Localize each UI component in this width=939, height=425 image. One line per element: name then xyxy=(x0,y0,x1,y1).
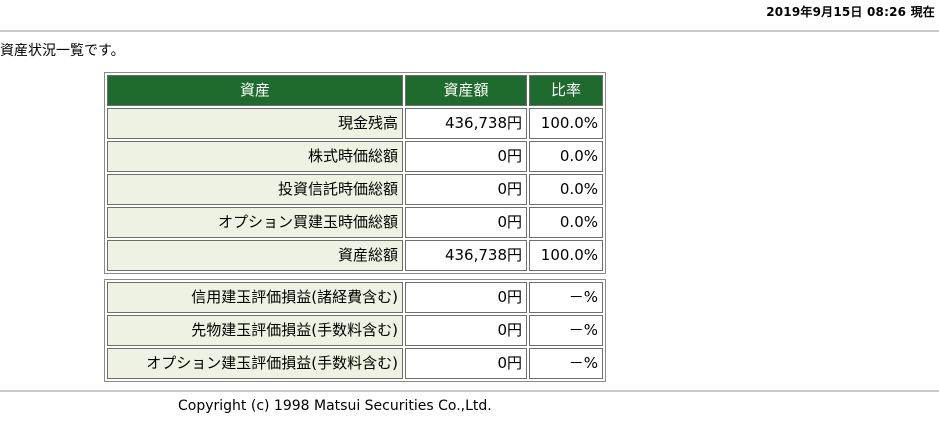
column-header-amount: 資産額 xyxy=(405,75,527,106)
row-label: 信用建玉評価損益(諸経費含む) xyxy=(107,282,403,313)
intro-text: 資産状況一覧です。 xyxy=(0,43,125,59)
as-of-timestamp: 2019年9月15日 08:26 現在 xyxy=(766,5,935,19)
asset-summary-table: 資産 資産額 比率 現金残高 436,738円 100.0% 株式時価総額 0円… xyxy=(104,72,606,274)
table-row-total: 資産総額 436,738円 100.0% xyxy=(107,240,603,271)
top-divider xyxy=(0,30,939,32)
row-label: 資産総額 xyxy=(107,240,403,271)
row-label: オプション買建玉時価総額 xyxy=(107,207,403,238)
row-amount: 0円 xyxy=(405,282,527,313)
table-row: オプション買建玉時価総額 0円 0.0% xyxy=(107,207,603,238)
row-ratio: －% xyxy=(529,315,603,346)
table-header-row: 資産 資産額 比率 xyxy=(107,75,603,106)
table-row: 投資信託時価総額 0円 0.0% xyxy=(107,174,603,205)
row-amount: 0円 xyxy=(405,315,527,346)
row-amount: 436,738円 xyxy=(405,240,527,271)
row-label: 投資信託時価総額 xyxy=(107,174,403,205)
row-amount: 0円 xyxy=(405,207,527,238)
row-ratio: －% xyxy=(529,348,603,379)
table-row: 先物建玉評価損益(手数料含む) 0円 －% xyxy=(107,315,603,346)
row-amount: 0円 xyxy=(405,174,527,205)
row-ratio: 0.0% xyxy=(529,141,603,172)
column-header-ratio: 比率 xyxy=(529,75,603,106)
table-row: 信用建玉評価損益(諸経費含む) 0円 －% xyxy=(107,282,603,313)
valuation-pl-table: 信用建玉評価損益(諸経費含む) 0円 －% 先物建玉評価損益(手数料含む) 0円… xyxy=(104,279,606,382)
table-row: 株式時価総額 0円 0.0% xyxy=(107,141,603,172)
row-ratio: 100.0% xyxy=(529,108,603,139)
table-row: オプション建玉評価損益(手数料含む) 0円 －% xyxy=(107,348,603,379)
row-amount: 0円 xyxy=(405,348,527,379)
row-label: 先物建玉評価損益(手数料含む) xyxy=(107,315,403,346)
row-ratio: －% xyxy=(529,282,603,313)
row-label: 株式時価総額 xyxy=(107,141,403,172)
bottom-divider xyxy=(0,390,939,392)
row-amount: 436,738円 xyxy=(405,108,527,139)
row-label: 現金残高 xyxy=(107,108,403,139)
row-ratio: 0.0% xyxy=(529,174,603,205)
row-ratio: 0.0% xyxy=(529,207,603,238)
row-label: オプション建玉評価損益(手数料含む) xyxy=(107,348,403,379)
column-header-asset: 資産 xyxy=(107,75,403,106)
copyright-notice: Copyright (c) 1998 Matsui Securities Co.… xyxy=(178,398,492,414)
table-row: 現金残高 436,738円 100.0% xyxy=(107,108,603,139)
row-ratio: 100.0% xyxy=(529,240,603,271)
row-amount: 0円 xyxy=(405,141,527,172)
